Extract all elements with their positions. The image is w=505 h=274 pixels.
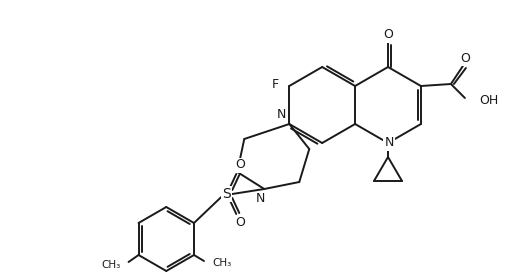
Text: O: O — [459, 52, 469, 64]
Text: S: S — [222, 187, 230, 201]
Text: N: N — [255, 193, 265, 206]
Text: N: N — [384, 136, 393, 150]
Text: O: O — [235, 216, 245, 230]
Text: OH: OH — [478, 93, 497, 107]
Text: N: N — [276, 107, 285, 121]
Text: O: O — [382, 28, 392, 41]
Text: CH₃: CH₃ — [101, 260, 120, 270]
Text: F: F — [271, 78, 278, 90]
Text: CH₃: CH₃ — [212, 258, 231, 268]
Text: O: O — [235, 158, 245, 172]
